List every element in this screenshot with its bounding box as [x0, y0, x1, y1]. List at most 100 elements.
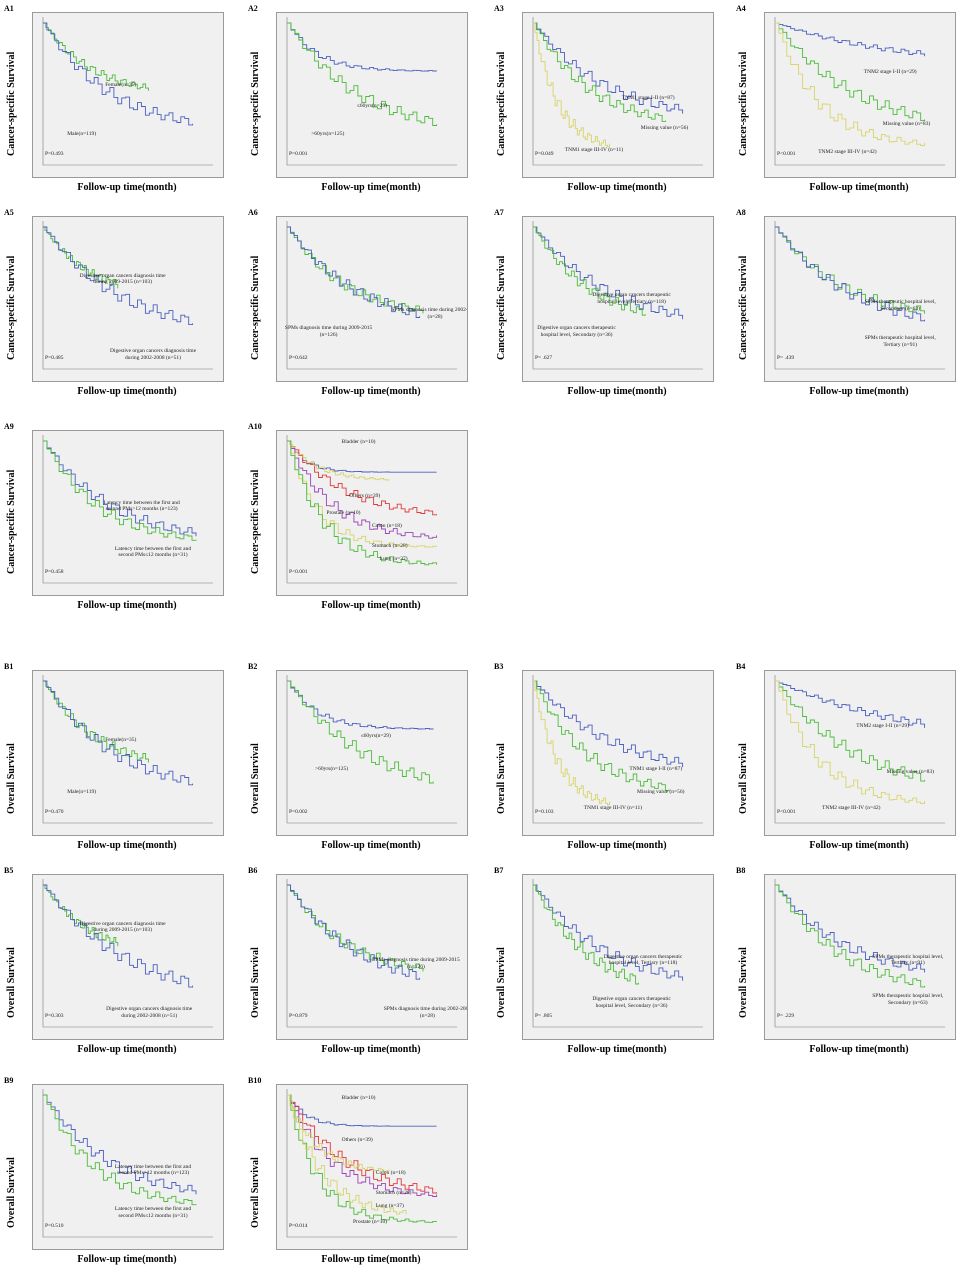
km-curves — [42, 879, 213, 1028]
x-axis-label: Follow-up time(month) — [321, 840, 421, 851]
series-label: Male(n=119) — [67, 789, 97, 796]
km-curve-1 — [533, 884, 684, 981]
series-label: Latency time between the first and secon… — [114, 545, 192, 559]
axes — [532, 879, 703, 1028]
plot-area: Digestive organ cancers diagnosis time d… — [32, 874, 224, 1040]
series-label: ≤60yrs(n=29) — [360, 733, 391, 740]
plot-area: SPMs diagnosis time during 2009-2015 (n=… — [276, 216, 468, 382]
series-label: Digestive organ cancers therapeutic hosp… — [592, 292, 671, 305]
axes — [286, 17, 457, 166]
panel-id: B9 — [4, 1076, 14, 1085]
p-value: P=0.493 — [45, 151, 64, 157]
panel-id: A8 — [736, 208, 746, 217]
km-curve-1 — [287, 680, 434, 730]
series-label: Digestive organ cancers diagnosis time d… — [79, 272, 166, 286]
y-axis-label: Cancer-specific Survival — [250, 255, 261, 360]
series-label: Missing value (n=83) — [886, 769, 934, 776]
km-curve-1 — [533, 22, 684, 114]
series-label: SPMs diagnosis time during 2009-2015 (n=… — [284, 325, 373, 338]
km-curve-2 — [43, 440, 197, 541]
km-curve-1 — [43, 680, 149, 763]
y-axis-label: Cancer-specific Survival — [6, 51, 17, 156]
series-label: Stomach (n=28) — [375, 1189, 412, 1196]
series-label: TNM2 stage III-IV (n=42) — [822, 805, 881, 812]
km-curves — [774, 675, 945, 824]
series-label: Digestive organ cancers therapeutic hosp… — [592, 996, 671, 1009]
km-curves — [286, 675, 457, 824]
km-curve-2 — [775, 680, 926, 782]
axes — [286, 879, 457, 1028]
p-value: P=0.470 — [45, 809, 64, 815]
km-panel-a1: A1 Cancer-specific Survival Follow-up time… — [4, 4, 226, 196]
p-value: P=0.049 — [535, 151, 554, 157]
km-panel-a5: A5 Cancer-specific Survival Follow-up time… — [4, 208, 226, 400]
km-panel-a2: A2 Cancer-specific Survival Follow-up time… — [248, 4, 470, 196]
series-label: TNM2 stage III-IV (n=42) — [818, 149, 877, 156]
km-curves — [774, 221, 945, 370]
axes — [42, 221, 213, 370]
series-label: Latency time between the first and secon… — [103, 499, 180, 513]
km-panel-a10: A10 Cancer-specific Survival Follow-up tim… — [248, 422, 470, 614]
km-panel-a7: A7 Cancer-specific Survival Follow-up time… — [494, 208, 716, 400]
y-axis-label: Overall Survival — [738, 743, 749, 814]
km-curves — [286, 1089, 457, 1238]
panel-id: B10 — [248, 1076, 262, 1085]
panel-id: B5 — [4, 866, 14, 875]
axes — [42, 435, 213, 584]
series-label: Digestive organ cancers diagnosis time d… — [79, 920, 166, 934]
series-label: Latency time between the first and secon… — [114, 1206, 192, 1219]
panel-id: A9 — [4, 422, 14, 431]
p-value: P<0.001 — [777, 151, 796, 157]
panel-id: A10 — [248, 422, 262, 431]
plot-area: ≤60yrs(n=29) >60yrs(n=125) P=0.002 — [276, 670, 468, 836]
km-curve-2 — [43, 1094, 197, 1206]
p-value: P<0.001 — [289, 569, 308, 575]
axes — [42, 17, 213, 166]
km-curves — [42, 17, 213, 166]
series-label: Digestive organ cancers diagnosis time d… — [109, 348, 197, 361]
x-axis-label: Follow-up time(month) — [567, 182, 667, 193]
axes — [532, 221, 703, 370]
y-axis-label: Overall Survival — [496, 947, 507, 1018]
km-curve-2 — [43, 680, 194, 786]
p-value: P=0.510 — [45, 1223, 64, 1229]
y-axis-label: Cancer-specific Survival — [250, 51, 261, 156]
km-curves — [532, 221, 703, 370]
p-value: P=0.103 — [535, 809, 554, 815]
p-value: P= .229 — [777, 1013, 795, 1019]
km-curve-1 — [43, 440, 197, 537]
series-label: TNM1 stage I-II (n=87) — [621, 95, 675, 101]
series-label: Missing value (n=56) — [637, 789, 685, 796]
km-curve-2 — [533, 680, 670, 791]
x-axis-label: Follow-up time(month) — [77, 840, 177, 851]
km-curve-3 — [775, 22, 926, 146]
series-label: Others (n=39) — [341, 1137, 373, 1144]
panel-id: A6 — [248, 208, 258, 217]
km-curve-3 — [775, 680, 926, 804]
km-curves — [286, 435, 457, 584]
y-axis-label: Cancer-specific Survival — [738, 255, 749, 360]
km-curve-1 — [43, 22, 149, 91]
series-label: TNM1 stage I-II (n=87) — [629, 766, 683, 773]
km-curves — [42, 1089, 213, 1238]
x-axis-label: Follow-up time(month) — [809, 182, 909, 193]
axes — [532, 675, 703, 824]
plot-area: Latency time between the first and secon… — [32, 1084, 224, 1250]
x-axis-label: Follow-up time(month) — [77, 1044, 177, 1055]
x-axis-label: Follow-up time(month) — [321, 386, 421, 397]
series-label: SPMs therapeutic hospital level, Tertiar… — [864, 335, 936, 348]
plot-area: Female(n=35) Male(n=119) P=0.493 — [32, 12, 224, 178]
plot-area: SPMs diagnosis time during 2009-2015 (n=… — [276, 874, 468, 1040]
x-axis-label: Follow-up time(month) — [77, 1254, 177, 1265]
km-curve-3 — [287, 1094, 438, 1197]
p-value: P= .805 — [535, 1013, 553, 1019]
plot-area: Female(n=35) Male(n=119) P=0.470 — [32, 670, 224, 836]
panel-id: B7 — [494, 866, 504, 875]
km-curves — [286, 221, 457, 370]
series-label: SPMs therapeutic hospital level, Tertiar… — [872, 953, 944, 967]
km-curves — [532, 675, 703, 824]
km-curve-6 — [287, 440, 438, 566]
km-curves — [42, 675, 213, 824]
p-value: P=0.879 — [289, 1013, 308, 1019]
plot-area: Digestive organ cancers therapeutic hosp… — [522, 874, 714, 1040]
